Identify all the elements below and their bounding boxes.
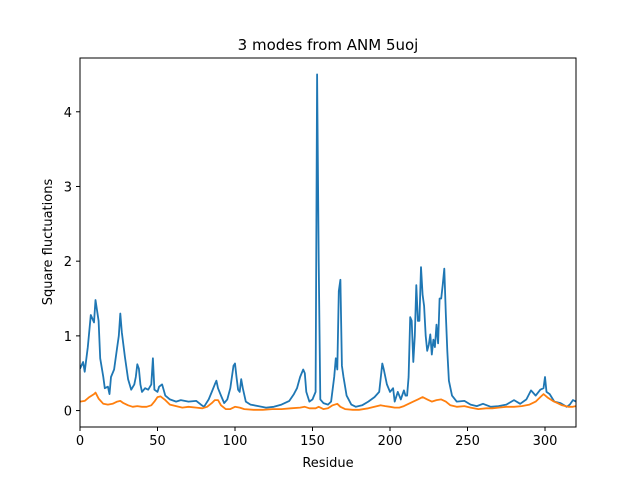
- y-tick-label: 2: [64, 255, 72, 270]
- y-tick-label: 3: [64, 180, 72, 195]
- x-tick-label: 200: [378, 434, 403, 449]
- chart-title: 3 modes from ANM 5uoj: [238, 36, 419, 54]
- x-axis: 0 50 100 150 200 250 300: [76, 427, 558, 449]
- x-tick-label: 150: [300, 434, 325, 449]
- series-line-2: [80, 391, 576, 411]
- y-axis-label: Square fluctuations: [41, 179, 56, 306]
- x-axis-label: Residue: [302, 456, 353, 471]
- x-tick-label: 50: [149, 434, 166, 449]
- y-tick-label: 1: [64, 330, 72, 345]
- x-tick-label: 0: [76, 434, 84, 449]
- x-tick-label: 250: [455, 434, 480, 449]
- series-layer: [80, 73, 576, 411]
- y-axis: 0 1 2 3 4: [64, 106, 80, 420]
- x-tick-label: 300: [533, 434, 558, 449]
- plot-frame: [79, 57, 577, 428]
- y-tick-label: 0: [64, 405, 72, 420]
- series-line-1: [80, 73, 576, 409]
- y-tick-label: 4: [64, 106, 72, 121]
- x-tick-label: 100: [223, 434, 248, 449]
